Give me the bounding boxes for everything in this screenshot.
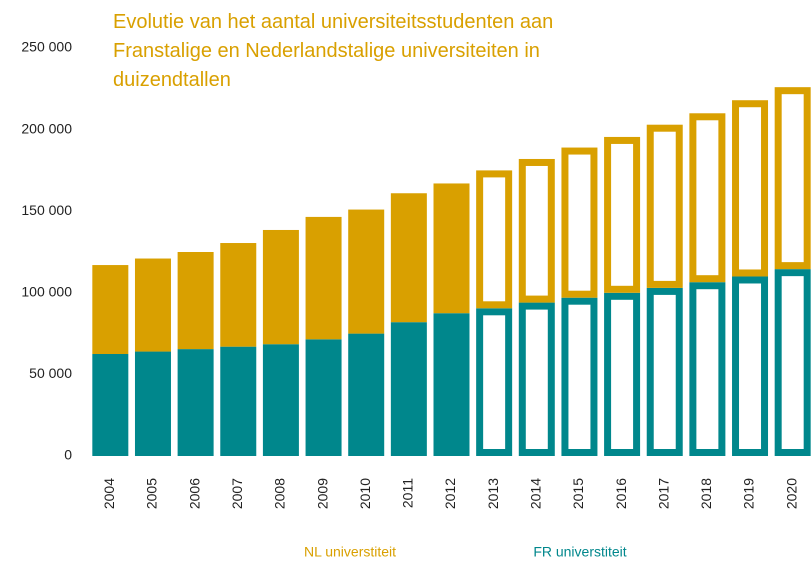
bar-segment [348, 209, 385, 334]
bar-segment [92, 265, 129, 354]
x-tick-label: 2014 [527, 478, 543, 509]
x-tick-label: 2020 [783, 478, 799, 509]
y-tick-label: 250 000 [21, 39, 72, 55]
bar-segment [220, 243, 257, 347]
bar-segment [604, 292, 641, 456]
x-tick-label: 2009 [314, 478, 330, 509]
bar-segment [177, 252, 214, 350]
bar-segment [262, 229, 299, 345]
x-tick-label: 2006 [186, 478, 202, 509]
bar-segment [134, 351, 171, 456]
y-tick-label: 50 000 [29, 365, 72, 381]
bar-segment [646, 287, 683, 456]
bar-segment [518, 302, 555, 457]
bar-segment [433, 183, 470, 314]
bar-segment [518, 158, 555, 303]
x-tick-label: 2008 [272, 478, 288, 509]
bar-segment [390, 322, 427, 456]
bar-segment [348, 333, 385, 456]
x-tick-label: 2016 [613, 478, 629, 509]
bar-segment [262, 344, 299, 456]
x-tick-label: 2018 [698, 478, 714, 509]
bar-segment [774, 269, 811, 456]
bar-segment [92, 354, 129, 456]
bar-segment [476, 308, 513, 456]
bar-segment [774, 87, 811, 270]
x-tick-label: 2007 [229, 478, 245, 509]
bar-segment [305, 216, 342, 340]
bar-segment [732, 276, 769, 457]
bar-segment [220, 346, 257, 456]
y-tick-label: 200 000 [21, 120, 72, 136]
bar-segment [476, 170, 513, 309]
legend-label: NL universtiteit [304, 544, 396, 560]
bar-segment [433, 313, 470, 456]
x-tick-label: 2004 [101, 478, 117, 509]
bar-segment [689, 113, 726, 283]
x-tick-label: 2017 [655, 478, 671, 509]
x-tick-label: 2013 [485, 478, 501, 509]
bar-segment [134, 258, 171, 352]
x-tick-label: 2012 [442, 478, 458, 509]
bar-segment [177, 349, 214, 456]
bar-segment [390, 193, 427, 323]
x-tick-label: 2019 [741, 478, 757, 509]
legend-label: FR universtiteit [533, 544, 626, 560]
x-tick-label: 2011 [400, 478, 416, 508]
x-tick-label: 2005 [144, 478, 160, 509]
bar-segment [305, 339, 342, 456]
bar-segment [732, 100, 769, 277]
x-tick-label: 2015 [570, 478, 586, 509]
y-tick-label: 150 000 [21, 202, 72, 218]
bar-segment [689, 282, 726, 456]
chart-title: Evolutie van het aantal universiteitsstu… [113, 11, 554, 91]
y-tick-label: 0 [64, 447, 72, 463]
y-tick-label: 100 000 [21, 284, 72, 300]
bar-segment [561, 147, 598, 298]
bar-segment [646, 124, 683, 288]
x-tick-label: 2010 [357, 478, 373, 509]
bar-segment [561, 297, 598, 457]
bar-segment [604, 136, 641, 293]
